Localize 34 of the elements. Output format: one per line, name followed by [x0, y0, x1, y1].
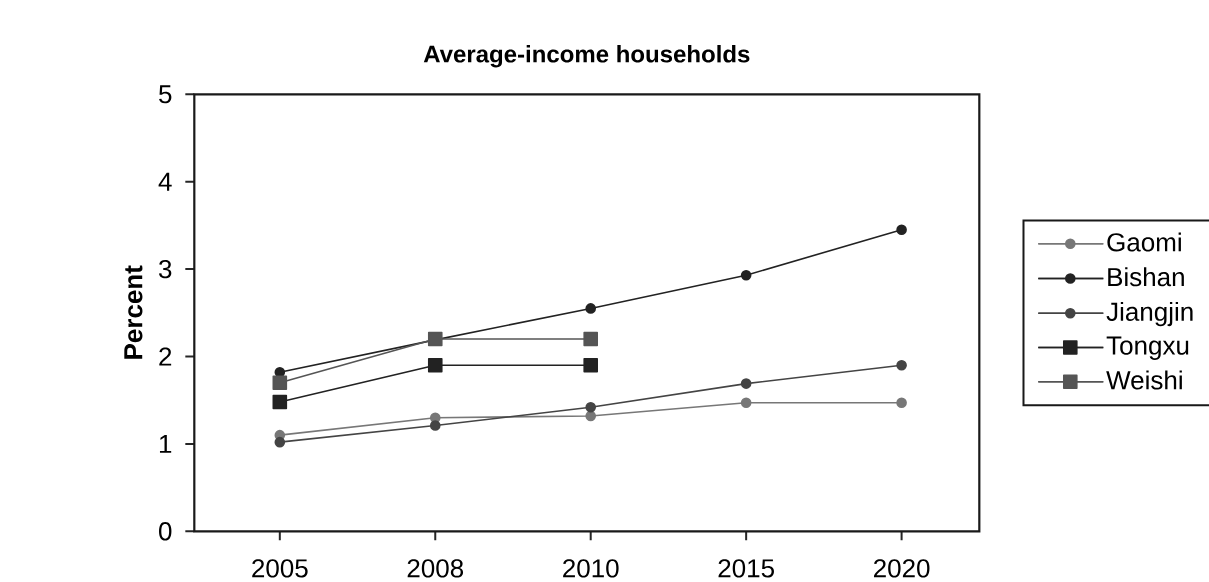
legend-label: Bishan: [1108, 267, 1184, 287]
point: [585, 410, 596, 422]
x-tick-label: 2005: [252, 559, 308, 578]
point: [896, 224, 907, 236]
x-tick-label: 2020: [873, 559, 930, 578]
point: [583, 331, 598, 347]
y-tick-label: 0: [159, 522, 172, 541]
point: [427, 357, 443, 373]
point: [585, 401, 596, 413]
legend-label: Weishi: [1106, 370, 1182, 390]
y-tick-label: 4: [158, 172, 172, 191]
y-tick-label: 5: [159, 85, 172, 104]
point: [429, 420, 441, 431]
point: [274, 436, 286, 448]
x-tick-label: 2010: [563, 559, 619, 578]
point: [740, 378, 752, 389]
point: [740, 397, 752, 409]
point: [896, 359, 907, 371]
point: [896, 397, 907, 409]
point: [585, 303, 596, 314]
legend-label: Gaomi: [1107, 232, 1181, 252]
y-axis-title: Percent: [124, 265, 143, 359]
y-tick-label: 3: [158, 259, 172, 279]
legend-label: Tongxu: [1106, 336, 1189, 360]
chart-title: Average-income households: [423, 44, 750, 68]
point: [583, 357, 598, 373]
point: [272, 375, 288, 391]
point: [272, 394, 288, 410]
x-tick-label: 2008: [407, 559, 464, 578]
y-tick-label: 2: [159, 347, 172, 366]
legend-label: Jiangjin: [1106, 301, 1193, 327]
x-tick-label: 2015: [718, 559, 774, 578]
y-tick-label: 1: [159, 434, 172, 453]
point: [740, 269, 752, 281]
